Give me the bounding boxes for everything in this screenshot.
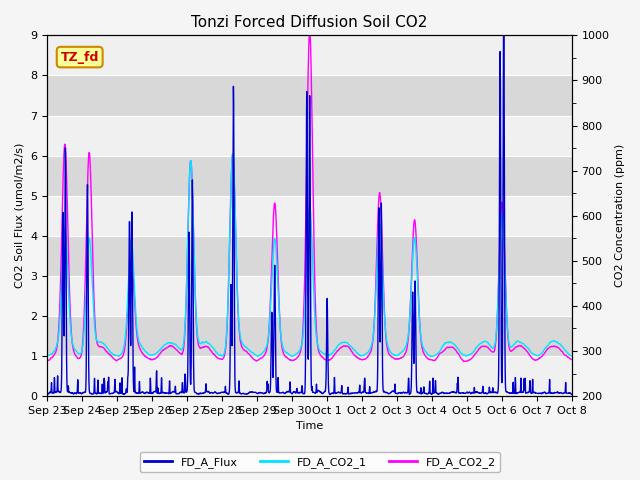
Title: Tonzi Forced Diffusion Soil CO2: Tonzi Forced Diffusion Soil CO2 <box>191 15 428 30</box>
Bar <box>47 316 572 356</box>
Text: TZ_fd: TZ_fd <box>61 50 99 63</box>
Bar <box>47 236 572 276</box>
X-axis label: Time: Time <box>296 421 323 432</box>
Legend: FD_A_Flux, FD_A_CO2_1, FD_A_CO2_2: FD_A_Flux, FD_A_CO2_1, FD_A_CO2_2 <box>140 452 500 472</box>
Bar <box>47 75 572 116</box>
Y-axis label: CO2 Soil Flux (umol/m2/s): CO2 Soil Flux (umol/m2/s) <box>15 143 25 288</box>
Bar <box>47 156 572 196</box>
Y-axis label: CO2 Concentration (ppm): CO2 Concentration (ppm) <box>615 144 625 288</box>
